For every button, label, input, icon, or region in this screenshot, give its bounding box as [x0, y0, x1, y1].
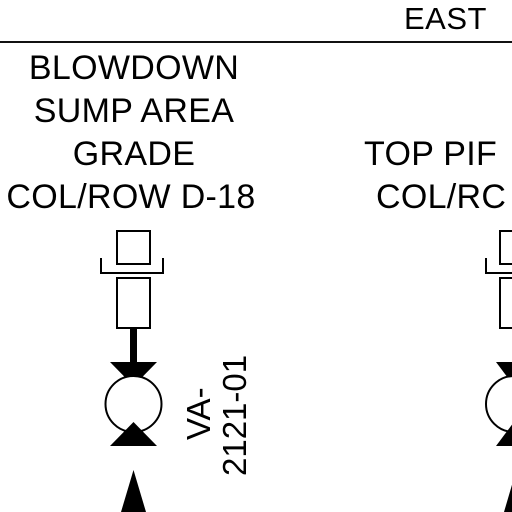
ball-valve-icon [485, 375, 512, 433]
location-label-blowdown: BLOWDOWN SUMP AREA GRADE COL/ROW D-18 [0, 47, 268, 219]
direction-label: EAST [404, 1, 487, 36]
bracket-outline [485, 258, 512, 274]
bracket-outline [100, 258, 164, 274]
location-line: SUMP AREA [33, 92, 235, 130]
location-line: COL/ROW D-18 [6, 178, 256, 216]
valve-assembly-left [100, 230, 164, 512]
location-line: COL/RC [376, 178, 507, 216]
test-connection-cap [116, 230, 151, 265]
connector-body [116, 277, 151, 329]
location-line: GRADE [72, 135, 196, 173]
location-line: TOP PIF [364, 135, 498, 173]
valve-tag-line2: 2121-01 [216, 355, 253, 476]
flow-arrow-icon [504, 484, 512, 512]
valve-assembly-right [485, 230, 512, 512]
location-label-top-pipe: TOP PIF COL/RC [364, 133, 506, 219]
header-divider [0, 41, 512, 43]
valve-lower-triangle [496, 424, 512, 446]
valve-tag: VA- 2121-01 [178, 340, 254, 476]
valve-lower-triangle [110, 422, 157, 446]
flow-arrow-icon [121, 470, 146, 512]
valve-tag-text: VA- 2121-01 [180, 355, 253, 476]
valve-tag-line1: VA- [180, 387, 217, 440]
valve-upper-triangle [110, 362, 157, 386]
connector-body [499, 277, 512, 329]
test-connection-cap [499, 230, 512, 265]
location-line: BLOWDOWN [28, 49, 240, 87]
